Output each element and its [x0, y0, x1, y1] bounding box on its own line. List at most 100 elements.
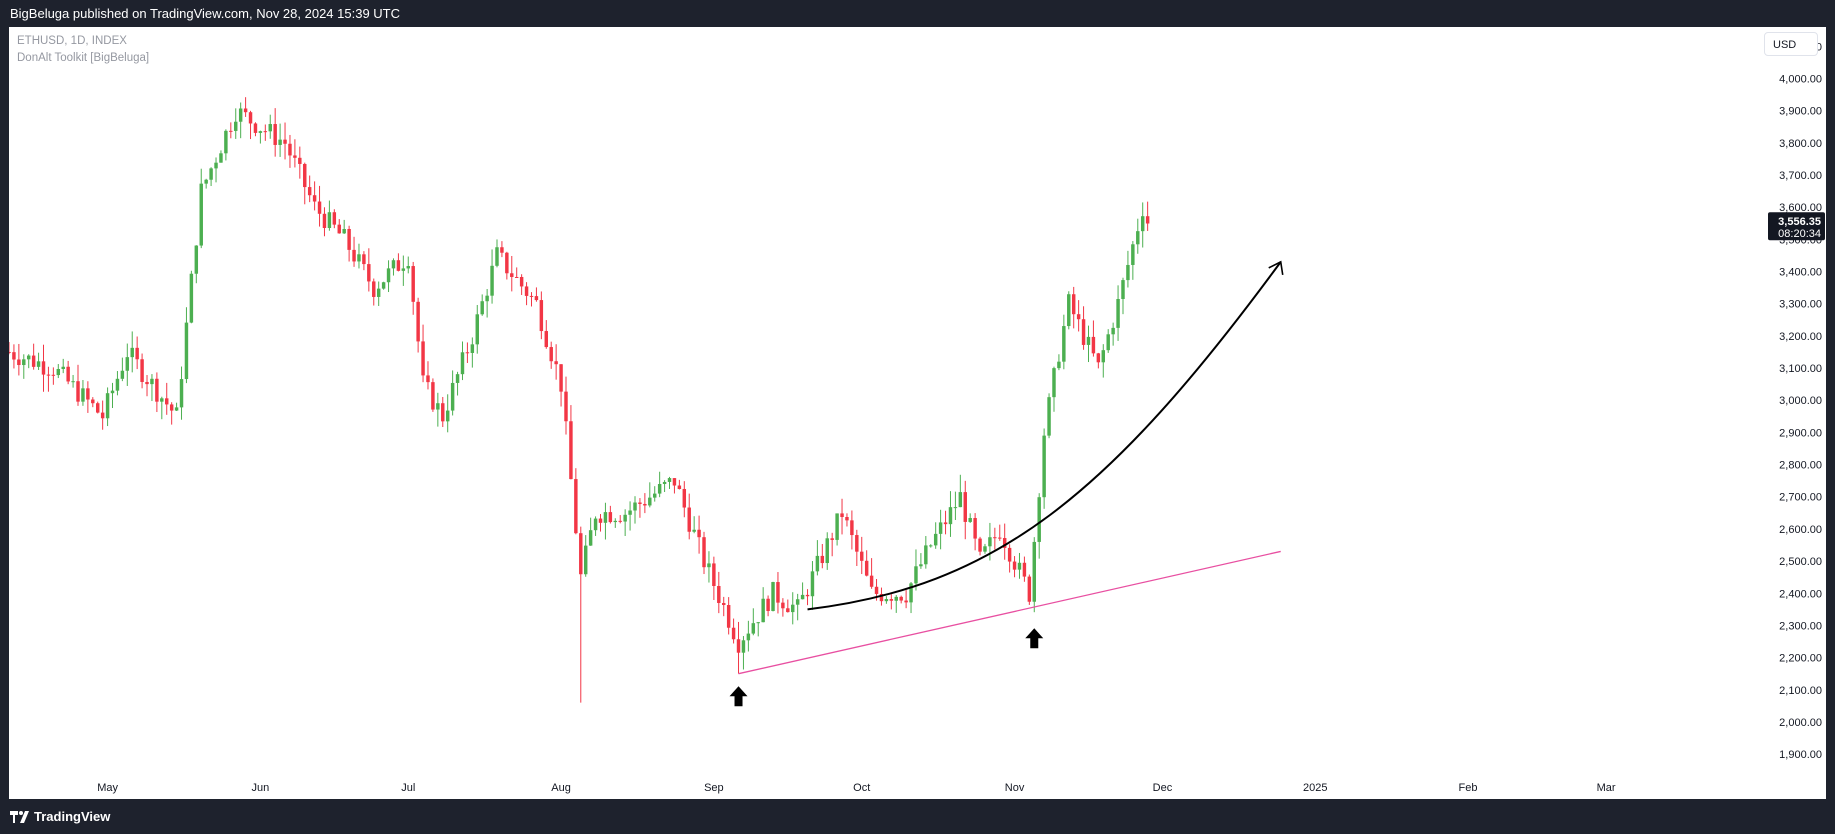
- candle-body: [288, 143, 292, 156]
- candle-body: [835, 513, 839, 540]
- candle-body: [298, 157, 302, 164]
- y-tick-label: 2,000.00: [1779, 717, 1822, 729]
- candle-body: [406, 266, 410, 269]
- candle-body: [648, 497, 652, 506]
- candle-body: [1022, 562, 1027, 577]
- candle-body: [36, 361, 41, 367]
- candle-body: [26, 355, 31, 360]
- candle-body: [411, 266, 415, 302]
- candle-body: [17, 359, 21, 366]
- candle-body: [510, 273, 514, 277]
- price-tag: [1768, 212, 1825, 241]
- candle-body: [460, 352, 465, 375]
- candle-body: [968, 518, 972, 522]
- candle-body: [160, 398, 164, 402]
- candle-body: [741, 640, 746, 653]
- candle-body: [401, 268, 406, 271]
- candle-body: [514, 276, 519, 278]
- curved-arrow: [807, 261, 1282, 611]
- candle-body: [357, 254, 361, 262]
- x-tick-label: Aug: [551, 782, 571, 794]
- candle-body: [386, 268, 391, 283]
- x-tick-label: 2025: [1303, 782, 1327, 794]
- candle-body: [702, 537, 706, 568]
- candle-body: [495, 247, 499, 266]
- bottom-bar: TradingView: [0, 800, 1835, 834]
- candle-body: [61, 366, 65, 369]
- candle-body: [342, 228, 346, 234]
- candle-body: [667, 478, 672, 482]
- published-info: BigBeluga published on TradingView.com, …: [10, 6, 401, 21]
- candlestick-chart[interactable]: 1,900.00 2,000.00 2,100.00 2,200.00 2,300.00…: [9, 27, 1826, 799]
- candle-body: [199, 183, 203, 246]
- candle-body: [1086, 336, 1091, 345]
- y-tick-label: 2,900.00: [1779, 427, 1822, 439]
- indicator-label[interactable]: DonAlt Toolkit [BigBeluga]: [17, 52, 150, 64]
- candle-body: [125, 357, 130, 371]
- candle-body: [91, 399, 95, 404]
- y-tick-label: 2,100.00: [1779, 685, 1822, 697]
- candle-body: [761, 598, 765, 623]
- candle-body: [140, 359, 144, 382]
- candle-body: [598, 518, 603, 523]
- candle-body: [1062, 326, 1066, 362]
- currency-button[interactable]: USD: [1764, 32, 1818, 56]
- candle-body: [554, 361, 558, 365]
- candle-body: [1096, 353, 1101, 363]
- candle-body: [480, 301, 484, 315]
- tradingview-logo[interactable]: TradingView: [10, 809, 110, 824]
- candle-body: [766, 598, 770, 612]
- candle-body: [712, 563, 716, 587]
- y-tick-label: 3,700.00: [1779, 170, 1822, 182]
- chart-area[interactable]: 1,900.00 2,000.00 2,100.00 2,200.00 2,300.00…: [9, 27, 1826, 799]
- candle-body: [115, 378, 120, 391]
- candle-body: [278, 139, 282, 145]
- candle-body: [579, 533, 583, 575]
- candle-body: [194, 245, 199, 274]
- candle-body: [583, 545, 588, 575]
- candle-body: [682, 488, 687, 508]
- candle-body: [1131, 244, 1135, 265]
- candle-body: [450, 382, 455, 411]
- symbol-label: ETHUSD, 1D, INDEX: [17, 35, 127, 47]
- candle-body: [657, 483, 662, 494]
- candle-body: [445, 410, 450, 422]
- x-tick-label: Oct: [853, 782, 870, 794]
- candle-body: [904, 600, 908, 603]
- candle-body: [963, 492, 967, 522]
- candle-body: [396, 260, 401, 271]
- candle-body: [850, 520, 854, 536]
- candle-body: [1111, 327, 1115, 335]
- candle-body: [317, 201, 322, 214]
- candle-body: [1081, 319, 1086, 345]
- candle-body: [204, 179, 208, 184]
- candle-body: [130, 347, 134, 358]
- candle-body: [322, 213, 327, 228]
- candle-body: [628, 510, 632, 515]
- candle-body: [603, 512, 608, 523]
- x-tick-label: Feb: [1459, 782, 1478, 794]
- candle-body: [1037, 497, 1041, 542]
- candle-body: [845, 517, 849, 521]
- candle-body: [273, 124, 277, 145]
- candle-body: [71, 381, 75, 383]
- candle-body: [672, 478, 677, 486]
- candle-body: [978, 538, 982, 552]
- candle-body: [184, 322, 189, 380]
- y-tick-label: 3,000.00: [1779, 395, 1822, 407]
- candle-body: [810, 571, 815, 597]
- candle-body: [623, 514, 627, 522]
- candle-body: [776, 582, 780, 603]
- candle-body: [337, 224, 341, 234]
- candle-body: [529, 295, 534, 297]
- y-tick-label: 3,100.00: [1779, 363, 1822, 375]
- candle-body: [751, 623, 756, 634]
- x-tick-label: Mar: [1597, 782, 1616, 794]
- candle-body: [1091, 336, 1096, 354]
- candle-body: [263, 131, 268, 133]
- candle-body: [643, 503, 647, 506]
- candle-body: [120, 370, 125, 379]
- candle-body: [51, 374, 56, 376]
- candle-body: [381, 282, 386, 289]
- candle-body: [524, 286, 529, 296]
